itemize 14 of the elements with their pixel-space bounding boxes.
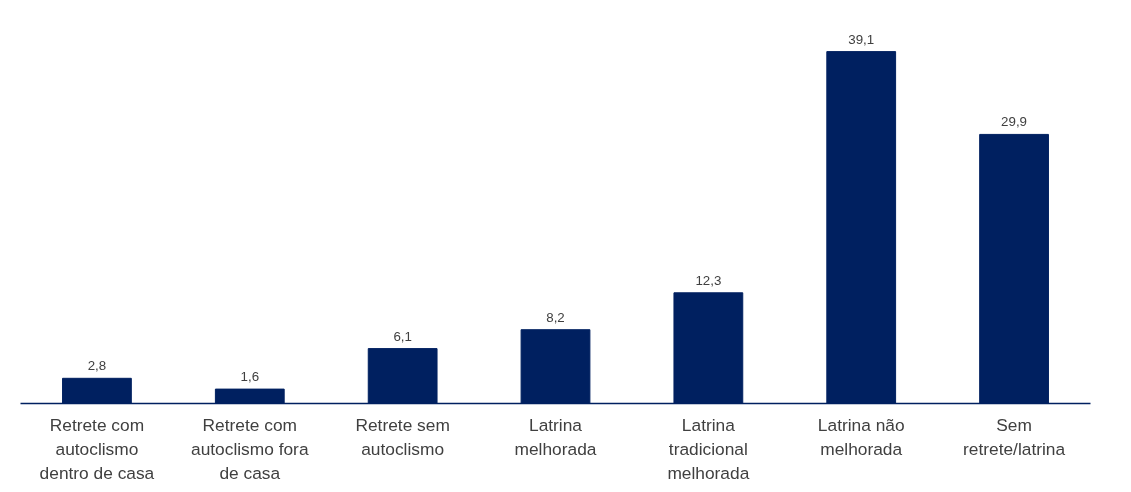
x-tick-label: Sem retrete/latrina <box>963 414 1066 459</box>
data-label: 29,9 <box>1001 114 1028 130</box>
x-tick-label: Retrete com autoclismo fora de casa <box>191 414 309 483</box>
data-label: 12,3 <box>695 272 722 288</box>
x-tick-label: Retrete sem autoclismo <box>355 414 450 459</box>
x-tick-label: Latrina melhorada <box>514 414 597 459</box>
data-label: 2,8 <box>87 358 107 374</box>
data-label: 39,1 <box>848 31 875 47</box>
x-tick-label: Latrina tradicional melhorada <box>667 414 750 483</box>
data-label: 8,2 <box>546 309 565 325</box>
data-label: 1,6 <box>240 369 260 385</box>
x-tick-label: Latrina não melhorada <box>817 414 905 459</box>
x-tick-label: Retrete com autoclismo dentro de casa <box>39 414 155 483</box>
data-label: 6,1 <box>393 328 412 344</box>
